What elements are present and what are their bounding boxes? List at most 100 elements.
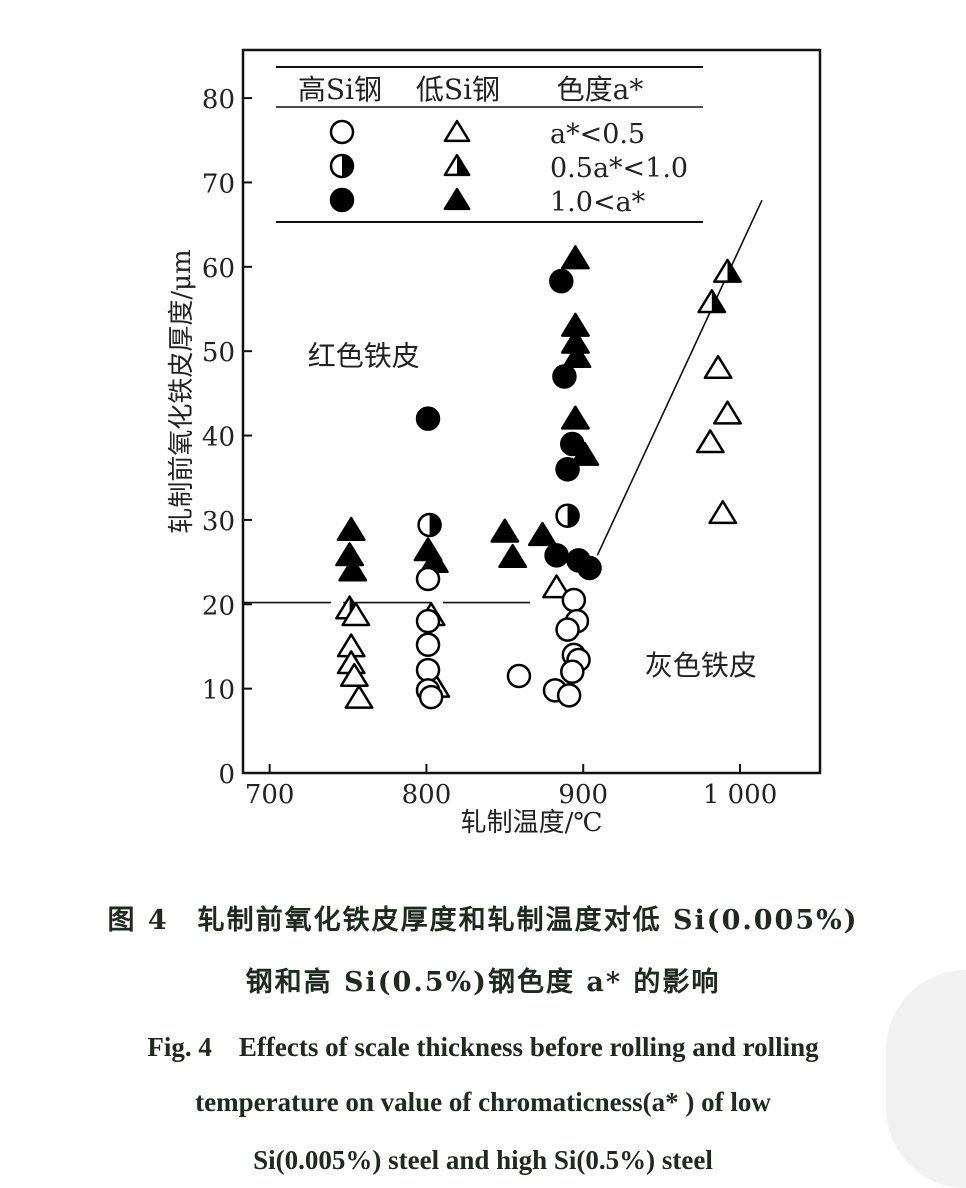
filled-triangle-marker <box>560 405 590 430</box>
triangle-shape <box>336 516 366 542</box>
circle-half-fill <box>429 513 441 536</box>
open-circle-marker <box>506 663 532 689</box>
x-tick-label: 900 <box>558 780 608 810</box>
y-tick-label: 80 <box>202 85 235 115</box>
triangle-shape <box>708 500 738 525</box>
y-tick-label: 0 <box>218 760 235 790</box>
circle-shape <box>329 187 355 213</box>
open-circle-marker <box>556 683 582 708</box>
triangle-shape <box>703 354 733 380</box>
caption-en-line3: Si(0.005%) steel and high Si(0.5%) steel <box>253 1145 713 1175</box>
triangle-half-fill <box>457 155 470 175</box>
filled-triangle-marker <box>562 343 592 369</box>
filled-triangle-marker <box>560 245 590 270</box>
legend-row-label: a*<0.5 <box>550 119 645 150</box>
circle-shape <box>560 431 585 457</box>
triangle-shape <box>490 518 520 543</box>
open-circle-marker <box>418 684 444 710</box>
open-circle-marker <box>561 587 587 613</box>
diagonal-boundary <box>596 199 763 556</box>
half-filled-circle-marker <box>329 153 355 179</box>
triangle-shape <box>338 557 368 582</box>
filled-triangle-marker <box>490 518 520 543</box>
triangle-shape <box>713 400 742 425</box>
circle-shape <box>415 608 441 634</box>
open-triangle-marker <box>443 119 471 143</box>
triangle-shape <box>542 574 572 599</box>
open-triangle-marker <box>344 684 374 709</box>
open-triangle-marker <box>713 400 742 425</box>
caption-en-line1: Fig. 4 Effects of scale thickness before… <box>147 1032 819 1062</box>
y-tick-label: 40 <box>202 423 235 453</box>
legend-header: 色度a* <box>557 73 644 106</box>
legend-header: 高Si钢 <box>298 73 382 106</box>
circle-shape <box>549 268 574 294</box>
filled-triangle-marker <box>338 557 368 582</box>
open-circle-marker <box>415 657 441 683</box>
legend-row-label: 1.0<a* <box>550 187 646 218</box>
triangle-shape <box>344 684 374 709</box>
circle-shape <box>506 663 532 689</box>
filled-circle-marker <box>544 543 569 568</box>
circle-half-fill <box>342 155 353 177</box>
y-tick-label: 30 <box>202 507 235 537</box>
triangle-shape <box>695 429 725 454</box>
circle-shape <box>552 364 577 389</box>
filled-circle-marker <box>329 187 355 213</box>
caption-cn-line1: 图 4 轧制前氧化铁皮厚度和轧制温度对低 Si(0.005%) <box>107 905 859 936</box>
y-tick-label: 60 <box>202 254 235 284</box>
triangle-shape <box>562 343 592 369</box>
circle-shape <box>577 555 602 581</box>
filled-circle-marker <box>560 431 585 457</box>
triangle-shape <box>528 521 557 547</box>
circle-shape <box>555 617 580 642</box>
open-circle-marker <box>415 566 441 592</box>
open-triangle-marker <box>339 662 369 687</box>
half-filled-triangle-marker <box>697 289 727 314</box>
circle-shape <box>415 632 441 658</box>
filled-circle-marker <box>415 406 441 431</box>
circle-shape <box>560 659 585 685</box>
half-filled-triangle-marker <box>713 258 742 283</box>
y-axis-label: 轧制前氧化铁皮厚度/μm <box>167 249 197 533</box>
y-tick-label: 50 <box>202 338 235 368</box>
filled-triangle-marker <box>528 521 557 547</box>
circle-shape <box>415 657 441 683</box>
triangle-shape <box>498 543 528 568</box>
legend-row-label: 0.5a*<1.0 <box>550 153 688 184</box>
triangle-half-fill <box>727 259 741 282</box>
open-triangle-marker <box>695 429 725 454</box>
half-filled-circle-marker <box>555 503 580 528</box>
filled-triangle-marker <box>498 543 528 568</box>
caption-cn-line2: 钢和高 Si(0.5%)钢色度 a* 的影响 <box>245 967 721 998</box>
circle-shape <box>555 457 580 482</box>
circle-shape <box>415 406 441 431</box>
open-circle-marker <box>560 659 585 685</box>
triangle-shape <box>560 245 590 270</box>
circle-shape <box>561 587 587 613</box>
x-tick-label: 800 <box>402 780 452 810</box>
triangle-shape <box>443 187 471 211</box>
open-circle-marker <box>415 632 441 658</box>
triangle-shape <box>560 405 590 430</box>
caption-en-line2: temperature on value of chromaticness(a*… <box>195 1087 771 1117</box>
y-tick-label: 70 <box>202 169 235 199</box>
filled-circle-marker <box>555 457 580 482</box>
open-triangle-marker <box>708 500 738 525</box>
x-tick-label: 700 <box>245 780 295 810</box>
watermark <box>886 970 966 1188</box>
plot-frame <box>241 48 822 775</box>
circle-shape <box>418 684 444 710</box>
circle-shape <box>329 119 355 145</box>
circle-shape <box>556 683 582 708</box>
open-circle-marker <box>555 617 580 642</box>
gray-scale-label: 灰色铁皮 <box>645 649 757 682</box>
circle-half-fill <box>567 504 579 527</box>
triangle-shape <box>339 662 369 687</box>
triangle-shape <box>341 602 371 627</box>
circle-shape <box>544 543 569 568</box>
filled-circle-marker <box>549 268 574 294</box>
open-circle-marker <box>329 119 355 145</box>
filled-triangle-marker <box>443 187 471 211</box>
red-scale-label: 红色铁皮 <box>308 339 420 372</box>
